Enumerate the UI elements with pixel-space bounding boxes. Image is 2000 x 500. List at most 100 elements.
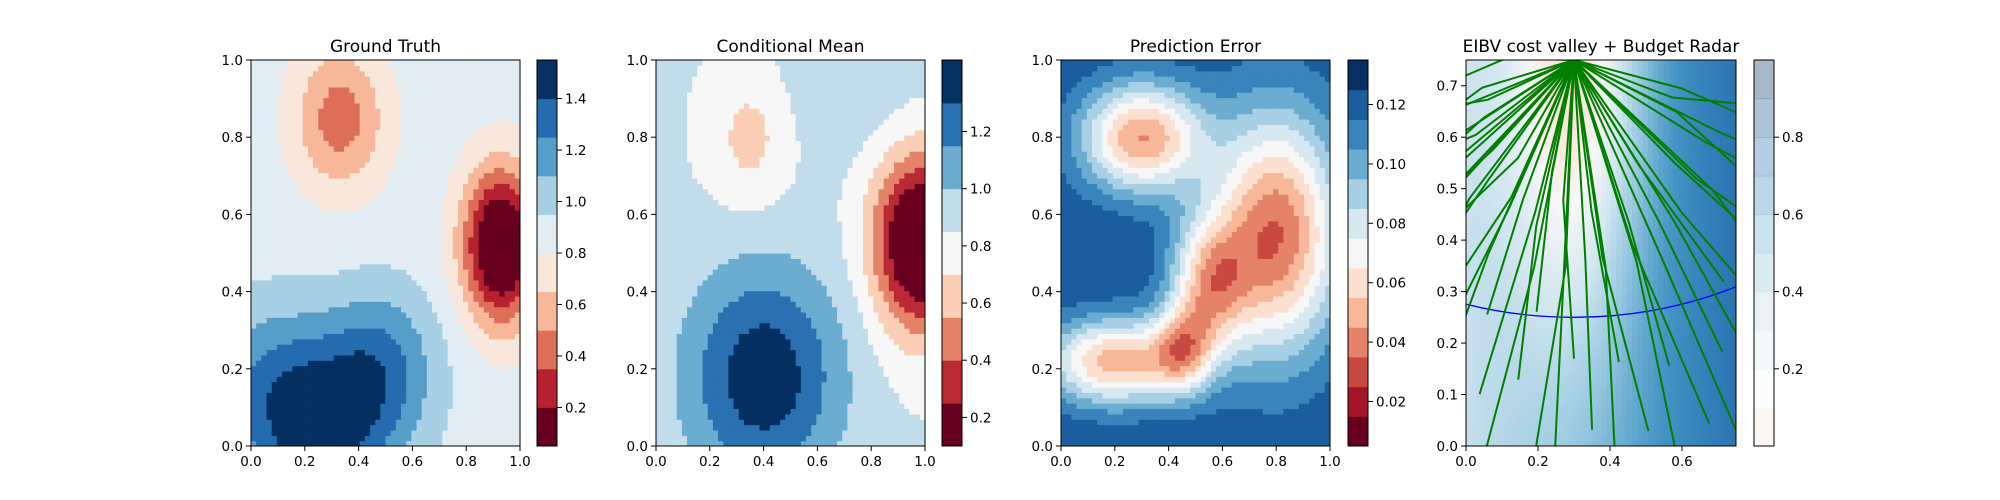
- heatmap-cell: [302, 360, 309, 367]
- heatmap-cell: [369, 387, 376, 393]
- heatmap-cell: [390, 376, 397, 383]
- heatmap-cell: [313, 161, 319, 168]
- heatmap-cell: [338, 204, 345, 211]
- heatmap-cell: [421, 226, 428, 233]
- heatmap-cell: [442, 92, 449, 99]
- heatmap-cell: [712, 167, 719, 174]
- heatmap-cell: [302, 113, 309, 120]
- heatmap-cell: [411, 188, 418, 195]
- heatmap-cell: [447, 215, 454, 222]
- heatmap-cell: [359, 151, 366, 158]
- heatmap-cell: [483, 403, 490, 410]
- heatmap-cell: [287, 65, 293, 72]
- heatmap-cell: [421, 102, 428, 109]
- heatmap-cell: [421, 113, 428, 120]
- heatmap-cell: [261, 183, 268, 190]
- heatmap-cell: [697, 285, 704, 292]
- heatmap-cell: [276, 129, 283, 136]
- heatmap-cell: [375, 204, 381, 211]
- heatmap-cell: [676, 370, 683, 377]
- heatmap-cell: [463, 392, 469, 399]
- heatmap-cell: [478, 253, 485, 259]
- heatmap-cell: [297, 81, 304, 88]
- heatmap-cell: [681, 306, 688, 313]
- heatmap-cell: [364, 274, 371, 281]
- heatmap-cell: [385, 210, 392, 217]
- heatmap-cell: [416, 253, 423, 259]
- heatmap-cell: [728, 113, 735, 120]
- heatmap-cell: [256, 145, 262, 152]
- heatmap-cell: [504, 204, 511, 211]
- heatmap-cell: [307, 60, 314, 66]
- heatmap-cell: [390, 177, 397, 184]
- heatmap-cell: [432, 413, 438, 420]
- heatmap-cell: [509, 65, 516, 72]
- heatmap-cell: [313, 328, 319, 335]
- heatmap-cell: [478, 129, 485, 136]
- heatmap-cell: [447, 408, 454, 415]
- heatmap-cell: [712, 263, 719, 270]
- heatmap-cell: [437, 376, 443, 383]
- heatmap-cell: [416, 140, 423, 147]
- heatmap-cell: [728, 129, 735, 136]
- heatmap-cell: [457, 199, 464, 206]
- heatmap-cell: [702, 435, 709, 442]
- heatmap-cell: [452, 392, 459, 399]
- heatmap-cell: [297, 338, 304, 345]
- heatmap-cell: [426, 118, 433, 125]
- heatmap-cell: [416, 263, 423, 270]
- heatmap-cell: [723, 392, 730, 399]
- heatmap-cell: [354, 387, 361, 393]
- heatmap-cell: [271, 161, 278, 168]
- heatmap-cell: [738, 424, 745, 431]
- heatmap-cell: [499, 231, 506, 238]
- heatmap-cell: [406, 333, 412, 340]
- heatmap-cell: [390, 210, 397, 217]
- heatmap-cell: [313, 306, 319, 313]
- heatmap-cell: [488, 60, 495, 66]
- heatmap-cell: [697, 338, 704, 345]
- heatmap-cell: [421, 381, 428, 388]
- heatmap-cell: [661, 408, 667, 415]
- heatmap-cell: [718, 210, 724, 217]
- heatmap-cell: [478, 81, 485, 88]
- heatmap-cell: [282, 92, 288, 99]
- heatmap-cell: [457, 403, 464, 410]
- heatmap-cell: [499, 290, 506, 297]
- heatmap-cell: [390, 392, 397, 399]
- heatmap-cell: [302, 124, 309, 131]
- heatmap-cell: [514, 177, 520, 184]
- heatmap-cell: [494, 183, 500, 190]
- heatmap-cell: [687, 76, 693, 83]
- heatmap-cell: [447, 108, 454, 115]
- heatmap-cell: [380, 301, 387, 308]
- heatmap-cell: [302, 387, 309, 393]
- heatmap-cell: [702, 408, 709, 415]
- heatmap-cell: [421, 328, 428, 335]
- heatmap-cell: [287, 253, 293, 259]
- heatmap-cell: [442, 333, 449, 340]
- heatmap-cell: [344, 97, 350, 104]
- heatmap-cell: [411, 440, 418, 446]
- heatmap-cell: [416, 290, 423, 297]
- heatmap-cell: [375, 349, 381, 356]
- heatmap-cell: [473, 231, 480, 238]
- heatmap-cell: [702, 344, 709, 351]
- heatmap-cell: [323, 145, 330, 152]
- heatmap-cell: [452, 306, 459, 313]
- heatmap-cell: [344, 322, 350, 329]
- heatmap-cell: [390, 290, 397, 297]
- heatmap-cell: [328, 435, 335, 442]
- heatmap-cell: [287, 322, 293, 329]
- heatmap-cell: [692, 349, 698, 356]
- heatmap-cell: [488, 215, 495, 222]
- heatmap-cell: [671, 376, 678, 383]
- heatmap-cell: [687, 236, 693, 243]
- heatmap-cell: [723, 210, 730, 217]
- heatmap-cell: [687, 226, 693, 233]
- heatmap-cell: [287, 92, 293, 99]
- heatmap-cell: [468, 370, 475, 377]
- heatmap-cell: [276, 338, 283, 345]
- heatmap-cell: [437, 403, 443, 410]
- heatmap-cell: [697, 397, 704, 404]
